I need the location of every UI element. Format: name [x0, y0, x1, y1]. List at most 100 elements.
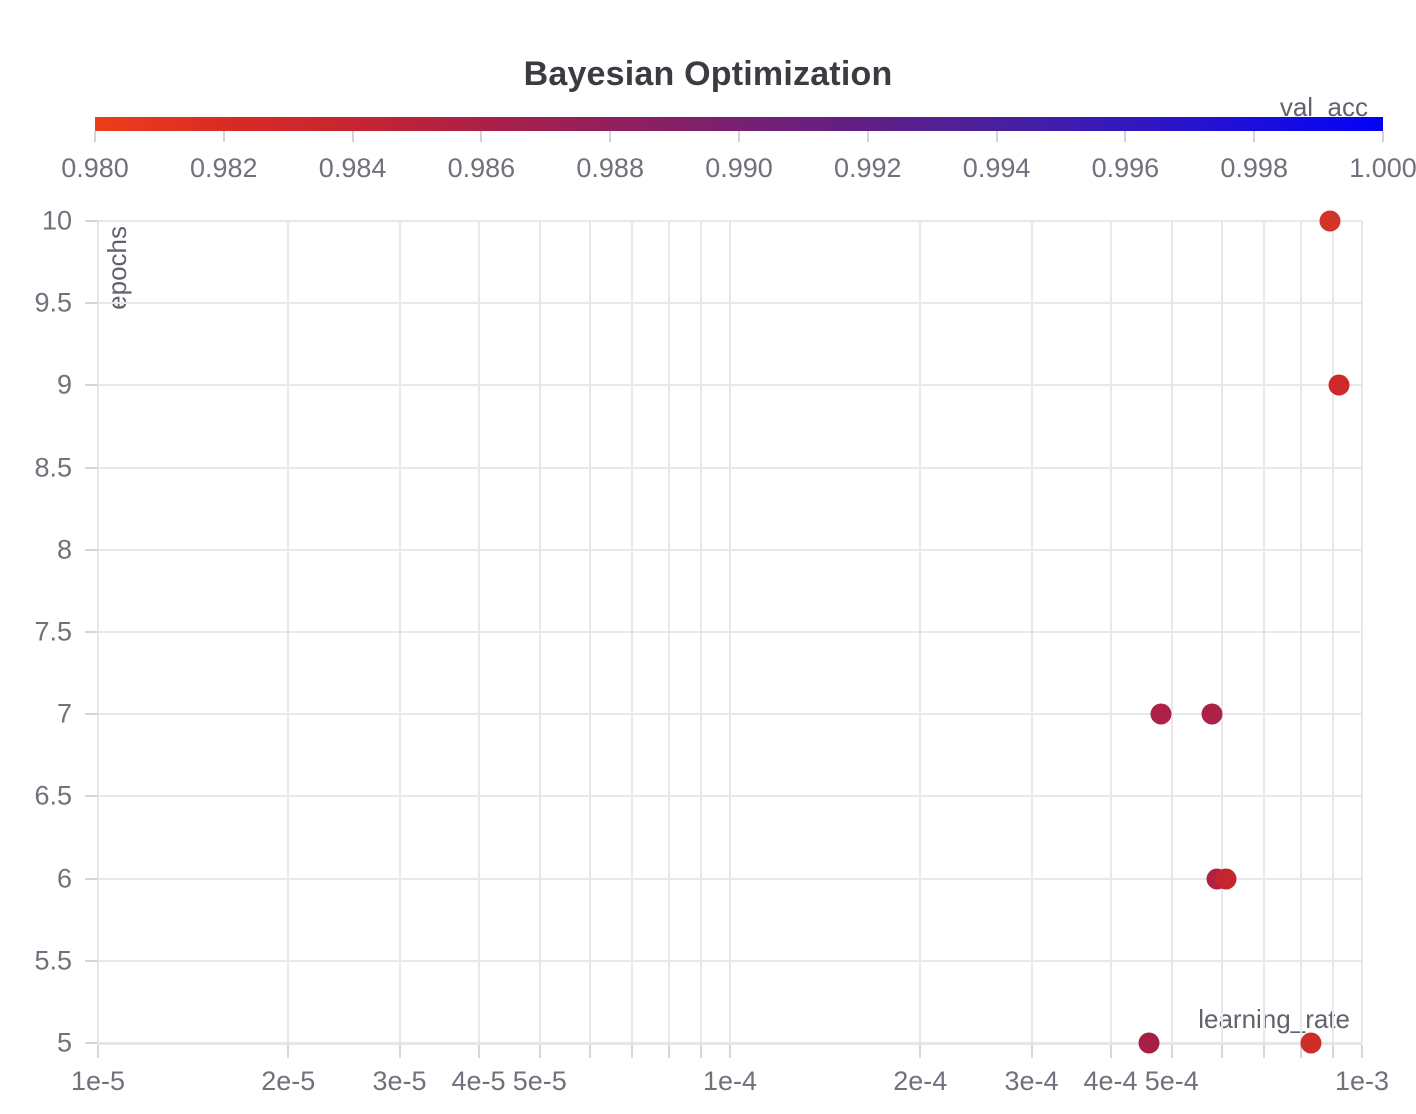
colorbar-tick [1253, 131, 1256, 142]
x-tick [1361, 1045, 1363, 1058]
gridline [700, 221, 703, 1043]
gridline [1332, 221, 1335, 1043]
scatter-point[interactable] [1300, 1032, 1322, 1054]
colorbar-tick [94, 131, 96, 142]
gridline [1170, 221, 1173, 1043]
x-tick [1299, 1045, 1302, 1058]
gridline [1263, 221, 1266, 1043]
x-tick-label: 3e-5 [372, 1066, 427, 1096]
x-tick [700, 1045, 703, 1058]
y-tick [85, 713, 98, 716]
y-tick-label: 7.5 [34, 616, 72, 647]
colorbar-gradient[interactable] [95, 117, 1383, 131]
x-tick [631, 1045, 634, 1058]
colorbar-tick [609, 131, 612, 142]
x-tick [919, 1045, 922, 1058]
gridline [919, 221, 922, 1043]
x-axis-line [98, 1042, 1362, 1045]
y-tick-label: 5 [56, 1027, 72, 1058]
y-tick [85, 1042, 98, 1044]
colorbar-tick [480, 131, 483, 142]
y-tick-label: 7 [56, 698, 72, 729]
y-tick [85, 466, 98, 469]
scatter-point[interactable] [1328, 374, 1350, 396]
colorbar-tick-label: 0.984 [318, 153, 387, 183]
colorbar-tick [222, 131, 225, 142]
y-tick-label: 6.5 [34, 780, 72, 811]
x-tick [1109, 1045, 1112, 1058]
scatter-point[interactable] [1201, 703, 1223, 725]
x-tick-label: 2e-5 [261, 1066, 316, 1096]
y-tick-label: 8 [56, 534, 72, 565]
x-tick-label: 4e-4 [1083, 1066, 1138, 1096]
y-tick [85, 877, 98, 880]
x-tick-label: 4e-5 [451, 1066, 506, 1096]
colorbar-tick [1124, 131, 1127, 142]
y-tick [85, 384, 98, 387]
y-tick [85, 220, 98, 222]
y-tick [85, 302, 98, 305]
y-tick-label: 9.5 [34, 287, 72, 318]
scatter-point[interactable] [1215, 868, 1237, 890]
x-tick-label: 1e-5 [70, 1066, 126, 1096]
colorbar-tick [995, 131, 998, 142]
x-tick [287, 1045, 290, 1058]
gridline [667, 221, 670, 1043]
x-tick [1332, 1045, 1335, 1058]
gridline [97, 221, 99, 1043]
y-tick [85, 548, 98, 551]
colorbar-tick-label: 0.990 [705, 153, 773, 183]
x-tick-label: 1e-3 [1334, 1066, 1390, 1096]
y-tick-label: 8.5 [34, 452, 72, 483]
y-tick [85, 795, 98, 798]
x-tick-label: 1e-4 [702, 1066, 758, 1096]
gridline [1220, 221, 1223, 1043]
y-tick-label: 6 [56, 863, 72, 894]
x-tick [667, 1045, 670, 1058]
colorbar-tick [351, 131, 354, 142]
x-tick-label: 5e-5 [512, 1066, 567, 1096]
colorbar-tick-label: 0.992 [834, 153, 902, 183]
y-tick-label: 10 [41, 205, 72, 236]
x-tick [1220, 1045, 1223, 1058]
colorbar-tick [738, 131, 740, 142]
x-tick-label: 2e-4 [893, 1066, 948, 1096]
y-tick [85, 631, 98, 633]
scatter-point[interactable] [1150, 703, 1172, 725]
gridline [477, 221, 480, 1043]
x-tick [538, 1045, 541, 1058]
gridline [1109, 221, 1112, 1043]
scatter-point[interactable] [1138, 1032, 1160, 1054]
x-tick [1030, 1045, 1033, 1058]
scatter-point[interactable] [1319, 210, 1341, 232]
x-tick [588, 1045, 591, 1058]
gridline [1299, 221, 1302, 1043]
x-tick [97, 1045, 99, 1058]
colorbar-tick-label: 0.998 [1220, 153, 1288, 183]
gridline [1030, 221, 1033, 1043]
y-axis-title: epochs [102, 226, 132, 310]
gridline [1361, 221, 1363, 1043]
gridline [631, 221, 634, 1043]
x-tick [1170, 1045, 1173, 1058]
gridline [729, 221, 731, 1043]
x-tick [477, 1045, 480, 1058]
x-tick-label: 3e-4 [1004, 1066, 1059, 1096]
chart-title: Bayesian Optimization [523, 55, 893, 93]
y-tick [85, 959, 98, 962]
colorbar-tick-label: 0.996 [1091, 153, 1160, 183]
gridline [287, 221, 290, 1043]
x-tick [1263, 1045, 1266, 1058]
colorbar-tick-label: 0.982 [190, 153, 258, 183]
x-tick [729, 1045, 731, 1058]
colorbar-tick-label: 0.994 [962, 153, 1031, 183]
colorbar-tick-label: 0.988 [576, 153, 644, 183]
colorbar-tick-label: 0.980 [61, 153, 129, 183]
x-tick-label: 5e-4 [1144, 1066, 1199, 1096]
y-tick-label: 9 [56, 369, 72, 400]
colorbar-tick-label: 0.986 [447, 153, 516, 183]
colorbar-tick [866, 131, 869, 142]
x-axis-title: learning_rate [1198, 1004, 1350, 1034]
colorbar-tick [1382, 131, 1384, 142]
